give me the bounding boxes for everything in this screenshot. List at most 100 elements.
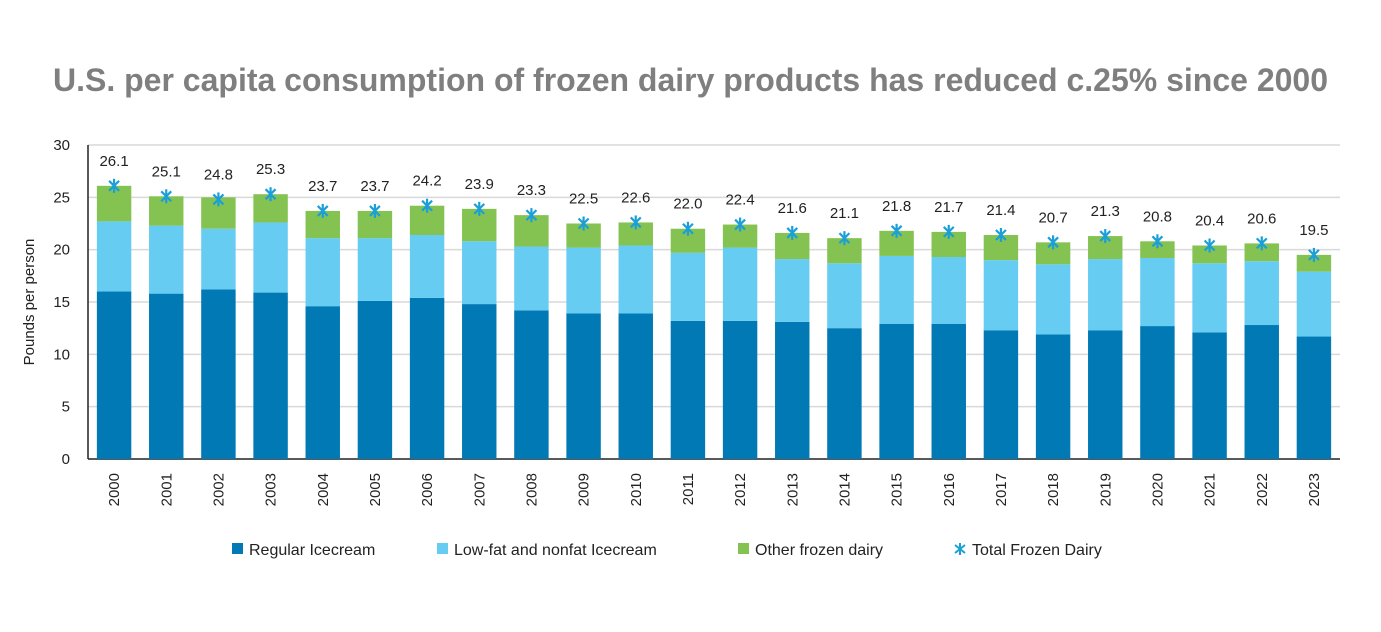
bar-low-fat-and-nonfat-icecream-2017: [983, 260, 1019, 331]
bar-regular-icecream-2001: [149, 293, 184, 459]
total-marker-2019: [1099, 229, 1112, 244]
bar-low-fat-and-nonfat-icecream-2015: [879, 255, 914, 324]
bar-low-fat-and-nonfat-icecream-2000: [96, 221, 132, 292]
y-tick-label: 5: [62, 399, 70, 416]
bar-low-fat-and-nonfat-icecream-2023: [1296, 271, 1332, 337]
bar-low-fat-and-nonfat-icecream-2001: [149, 225, 184, 294]
bar-regular-icecream-2019: [1088, 330, 1123, 459]
bar-low-fat-and-nonfat-icecream-2008: [514, 246, 549, 311]
bar-regular-icecream-2016: [931, 323, 966, 459]
bar-other-frozen-dairy-2022: [1244, 243, 1279, 262]
bar-low-fat-and-nonfat-icecream-2006: [409, 235, 445, 298]
total-marker-2005: [369, 203, 381, 218]
bar-regular-icecream-2008: [514, 310, 549, 459]
data-label: 26.1: [99, 153, 128, 170]
bar-regular-icecream-2011: [670, 320, 706, 459]
bar-low-fat-and-nonfat-icecream-2012: [722, 247, 758, 321]
bar-regular-icecream-2002: [201, 289, 236, 459]
total-marker-2002: [212, 192, 225, 207]
total-marker-2003: [264, 187, 277, 202]
data-label: 24.8: [204, 166, 233, 183]
data-label: 20.6: [1247, 210, 1276, 227]
bar-regular-icecream-2014: [827, 328, 862, 459]
data-label: 20.7: [1038, 209, 1067, 226]
bar-regular-icecream-2000: [96, 291, 132, 459]
bar-regular-icecream-2022: [1244, 325, 1279, 459]
x-tick-label: 2019: [1097, 473, 1114, 506]
bar-regular-icecream-2006: [409, 297, 445, 459]
bar-other-frozen-dairy-2020: [1140, 241, 1175, 259]
data-label: 19.5: [1299, 222, 1328, 239]
total-marker-2018: [1047, 235, 1059, 250]
bar-regular-icecream-2015: [879, 323, 914, 459]
total-marker-2014: [838, 231, 851, 246]
y-tick-label: 10: [53, 346, 70, 363]
total-marker-2000: [108, 178, 120, 193]
legend-swatch: [437, 543, 448, 554]
data-label: 21.1: [830, 205, 859, 222]
data-label: 20.8: [1143, 208, 1172, 225]
x-tick-label: 2002: [210, 473, 227, 506]
x-tick-label: 2004: [315, 473, 332, 506]
bar-low-fat-and-nonfat-icecream-2013: [775, 259, 810, 322]
x-tick-label: 2018: [1045, 473, 1062, 506]
y-tick-label: 20: [53, 242, 70, 259]
bar-regular-icecream-2021: [1192, 332, 1227, 459]
bar-regular-icecream-2009: [566, 313, 601, 459]
bar-other-frozen-dairy-2023: [1296, 254, 1332, 272]
total-marker-2012: [734, 217, 746, 232]
x-tick-label: 2009: [576, 473, 593, 506]
bar-low-fat-and-nonfat-icecream-2021: [1192, 263, 1227, 333]
data-label: 25.1: [152, 163, 181, 180]
y-tick-label: 25: [53, 189, 70, 206]
bar-low-fat-and-nonfat-icecream-2004: [305, 238, 340, 307]
x-tick-label: 2011: [680, 473, 697, 505]
x-tick-label: 2000: [106, 473, 123, 506]
x-tick-label: 2003: [263, 473, 280, 506]
data-label: 22.5: [569, 191, 598, 208]
legend-label: Other frozen dairy: [755, 542, 883, 559]
x-tick-label: 2008: [523, 473, 540, 506]
data-label: 21.4: [986, 202, 1015, 219]
data-label: 25.3: [256, 161, 285, 178]
bar-regular-icecream-2023: [1296, 336, 1332, 459]
bar-low-fat-and-nonfat-icecream-2007: [462, 241, 497, 305]
x-tick-label: 2022: [1254, 473, 1271, 506]
x-tick-label: 2021: [1202, 473, 1219, 506]
bar-regular-icecream-2007: [462, 304, 497, 459]
total-marker-2008: [525, 208, 538, 223]
total-marker-2020: [1151, 234, 1164, 249]
x-tick-label: 2014: [836, 473, 853, 506]
total-marker-2007: [473, 201, 486, 216]
x-tick-label: 2010: [628, 473, 645, 506]
bar-regular-icecream-2018: [1035, 334, 1071, 459]
total-marker-2017: [995, 228, 1007, 243]
bar-regular-icecream-2020: [1140, 326, 1175, 459]
bar-other-frozen-dairy-2018: [1035, 242, 1071, 265]
total-marker-2010: [629, 215, 642, 230]
bar-low-fat-and-nonfat-icecream-2014: [827, 263, 862, 329]
data-label: 21.3: [1091, 203, 1120, 220]
x-tick-label: 2007: [471, 473, 488, 506]
total-marker-2023: [1308, 247, 1320, 262]
total-marker-2001: [160, 189, 173, 204]
y-tick-label: 30: [53, 137, 70, 154]
legend-label: Low-fat and nonfat Icecream: [454, 542, 657, 559]
total-marker-2013: [786, 225, 799, 240]
x-tick-label: 2017: [993, 473, 1010, 506]
bar-other-frozen-dairy-2012: [722, 224, 758, 248]
data-label: 21.7: [934, 199, 963, 216]
data-label: 24.2: [412, 173, 441, 190]
data-label: 21.6: [778, 200, 807, 217]
x-tick-label: 2005: [367, 473, 384, 506]
bar-low-fat-and-nonfat-icecream-2016: [931, 256, 966, 324]
bar-regular-icecream-2017: [983, 330, 1019, 459]
bar-regular-icecream-2003: [253, 292, 288, 459]
bar-other-frozen-dairy-2021: [1192, 245, 1227, 264]
bar-low-fat-and-nonfat-icecream-2020: [1140, 258, 1175, 327]
chart-title: U.S. per capita consumption of frozen da…: [52, 62, 1329, 98]
total-marker-2016: [942, 224, 955, 239]
bar-other-frozen-dairy-2019: [1088, 236, 1123, 260]
total-marker-2015: [890, 223, 903, 238]
